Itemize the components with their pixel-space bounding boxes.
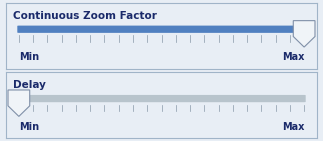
Polygon shape bbox=[293, 21, 315, 47]
Text: Max: Max bbox=[282, 52, 304, 62]
Text: Continuous Zoom Factor: Continuous Zoom Factor bbox=[13, 11, 157, 21]
Text: Max: Max bbox=[282, 122, 304, 132]
FancyBboxPatch shape bbox=[17, 26, 306, 33]
Text: Min: Min bbox=[19, 52, 39, 62]
Polygon shape bbox=[8, 90, 30, 116]
FancyBboxPatch shape bbox=[17, 95, 306, 102]
Text: Min: Min bbox=[19, 122, 39, 132]
Text: Delay: Delay bbox=[13, 80, 46, 90]
